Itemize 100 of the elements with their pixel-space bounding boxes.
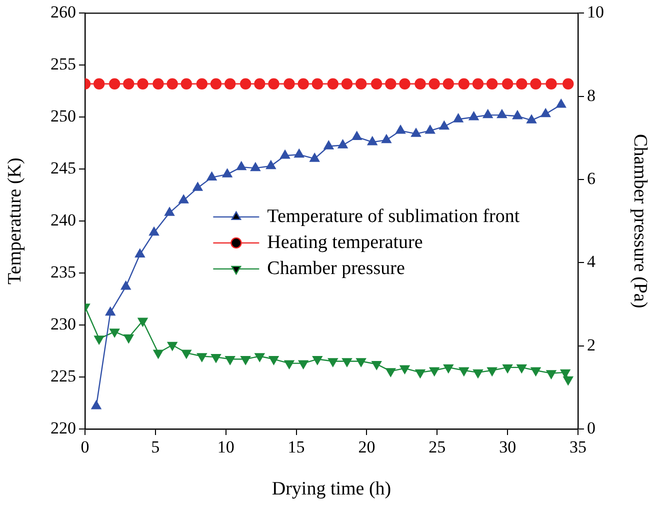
point bbox=[453, 114, 464, 122]
point bbox=[105, 306, 116, 316]
point bbox=[327, 78, 339, 90]
point bbox=[120, 280, 131, 290]
y2-tick-label: 10 bbox=[587, 2, 604, 22]
point bbox=[298, 360, 308, 369]
point bbox=[458, 367, 469, 376]
y2-tick-label: 0 bbox=[587, 418, 596, 438]
point bbox=[236, 161, 246, 170]
point bbox=[414, 78, 426, 90]
point bbox=[530, 367, 541, 376]
point bbox=[166, 78, 178, 90]
point bbox=[540, 108, 551, 118]
point bbox=[294, 148, 304, 158]
y2-axis-title: Chamber pressure (Pa) bbox=[630, 134, 651, 308]
point bbox=[526, 114, 536, 124]
point bbox=[210, 78, 222, 90]
point bbox=[468, 112, 479, 120]
y-tick-label: 260 bbox=[50, 2, 76, 22]
point bbox=[530, 78, 542, 90]
x-tick-label: 10 bbox=[217, 438, 234, 457]
point bbox=[181, 350, 192, 359]
point bbox=[298, 78, 309, 90]
point bbox=[502, 78, 514, 90]
point bbox=[222, 168, 232, 178]
point bbox=[341, 78, 353, 90]
x-tick-label: 25 bbox=[428, 438, 446, 457]
point bbox=[556, 99, 566, 108]
point bbox=[224, 78, 236, 90]
legend-label: Heating temperature bbox=[267, 232, 423, 253]
point bbox=[110, 328, 120, 338]
point bbox=[93, 78, 105, 90]
x-axis-title: Drying time (h) bbox=[272, 478, 392, 500]
point bbox=[312, 356, 322, 365]
point bbox=[178, 194, 189, 204]
point bbox=[487, 367, 498, 376]
point bbox=[516, 364, 527, 374]
point bbox=[385, 78, 396, 90]
point bbox=[167, 342, 178, 351]
point bbox=[472, 78, 484, 90]
point bbox=[328, 358, 338, 367]
x-tick-label: 20 bbox=[358, 438, 376, 457]
x-tick-label: 30 bbox=[499, 438, 516, 457]
point bbox=[355, 78, 367, 90]
x-tick-label: 15 bbox=[288, 438, 305, 457]
point bbox=[164, 207, 174, 216]
point bbox=[266, 160, 276, 170]
x-tick-label: 35 bbox=[570, 438, 586, 457]
point bbox=[324, 140, 334, 150]
point bbox=[367, 136, 378, 146]
point bbox=[562, 78, 574, 90]
point bbox=[356, 358, 366, 367]
point bbox=[400, 365, 410, 374]
legend-label: Chamber pressure bbox=[267, 258, 405, 279]
point bbox=[546, 78, 557, 90]
point bbox=[180, 78, 192, 90]
point bbox=[123, 78, 134, 90]
point bbox=[338, 140, 348, 148]
x-tick-label: 5 bbox=[151, 438, 160, 457]
legend-label: Temperature of sublimation front bbox=[267, 206, 520, 227]
point bbox=[124, 334, 134, 344]
point bbox=[352, 131, 362, 140]
y-tick-label: 250 bbox=[50, 106, 76, 126]
point bbox=[153, 350, 164, 359]
y2-tick-label: 6 bbox=[587, 168, 596, 188]
point bbox=[396, 125, 406, 134]
point bbox=[442, 78, 454, 90]
point bbox=[152, 78, 164, 90]
point bbox=[240, 78, 252, 90]
point bbox=[482, 109, 493, 118]
point bbox=[94, 336, 104, 344]
point bbox=[310, 153, 320, 162]
point bbox=[211, 354, 221, 363]
y-tick-label: 240 bbox=[50, 210, 76, 230]
point bbox=[372, 361, 382, 370]
point bbox=[138, 318, 148, 326]
point bbox=[425, 125, 436, 134]
point bbox=[563, 376, 574, 386]
point bbox=[486, 78, 498, 90]
point bbox=[280, 150, 290, 159]
point bbox=[386, 368, 396, 377]
y-tick-label: 245 bbox=[50, 158, 76, 178]
y-tick-label: 220 bbox=[50, 418, 76, 438]
point bbox=[135, 248, 145, 258]
y-tick-label: 255 bbox=[50, 54, 76, 74]
point bbox=[284, 360, 294, 369]
point bbox=[254, 353, 265, 362]
y2-tick-label: 4 bbox=[587, 252, 596, 272]
y-tick-label: 235 bbox=[50, 262, 76, 282]
point bbox=[254, 78, 266, 90]
x-tick-label: 0 bbox=[80, 438, 90, 457]
point bbox=[342, 358, 352, 367]
point bbox=[268, 78, 280, 90]
point bbox=[225, 356, 236, 365]
y2-tick-label: 2 bbox=[587, 335, 596, 354]
point bbox=[149, 226, 159, 236]
point bbox=[415, 369, 426, 378]
point bbox=[196, 78, 208, 90]
point bbox=[399, 78, 410, 90]
point bbox=[137, 78, 148, 90]
